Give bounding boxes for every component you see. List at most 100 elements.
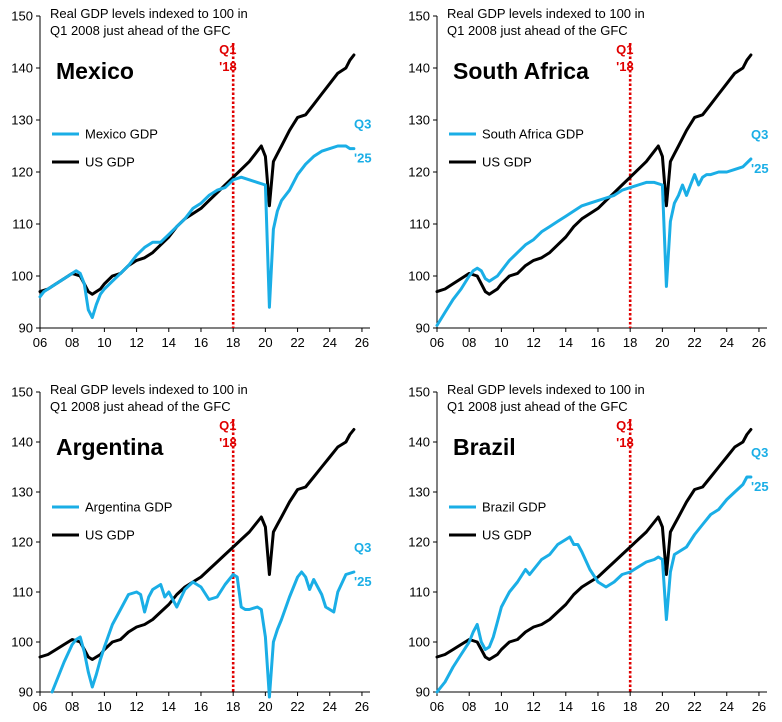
legend-label-brazil-gdp: Brazil GDP <box>482 500 546 515</box>
x-tick-label: 14 <box>559 335 573 350</box>
x-tick-label: 22 <box>290 699 304 714</box>
end-label-year: '25 <box>354 151 372 166</box>
chart-title: Argentina <box>56 434 164 460</box>
marker-label-quarter: Q1 <box>219 42 236 57</box>
chart-subtitle-line-2: Q1 2008 just ahead of the GFC <box>447 399 628 414</box>
x-tick-label: 16 <box>194 699 208 714</box>
y-tick-label: 130 <box>408 113 430 128</box>
y-tick-label: 140 <box>408 435 430 450</box>
y-tick-label: 130 <box>11 113 33 128</box>
x-tick-label: 16 <box>591 335 605 350</box>
legend-label-us-gdp: US GDP <box>482 155 532 170</box>
legend-label-us-gdp: US GDP <box>85 155 135 170</box>
y-tick-label: 120 <box>408 165 430 180</box>
x-tick-label: 20 <box>258 699 272 714</box>
y-tick-label: 120 <box>11 165 33 180</box>
chart-panel-brazil: 90 100 110 120 130 140 150 06 08 10 12 14 16 18 20 22 24… <box>408 382 768 714</box>
end-label-year: '25 <box>751 479 769 494</box>
x-tick-label: 18 <box>226 335 240 350</box>
end-label-quarter: Q3 <box>751 445 768 460</box>
marker-label-quarter: Q1 <box>219 418 236 433</box>
y-tick-label: 100 <box>11 269 33 284</box>
x-tick-label: 06 <box>430 699 444 714</box>
x-tick-label: 20 <box>655 335 669 350</box>
y-tick-label: 150 <box>408 385 430 400</box>
chart-panel-argentina: 90 100 110 120 130 140 150 06 08 10 12 14 16 18 20 22 24… <box>11 382 371 714</box>
y-tick-label: 100 <box>11 635 33 650</box>
x-tick-label: 12 <box>129 699 143 714</box>
chart-panel-mexico: 90 100 110 120 130 140 150 06 08 10 12 14 16 18 20 22 24… <box>11 6 371 350</box>
y-tick-label: 150 <box>408 9 430 24</box>
x-tick-label: 20 <box>655 699 669 714</box>
y-tick-label: 110 <box>409 217 430 232</box>
y-tick-label: 110 <box>12 585 33 600</box>
series-line-us-gdp <box>38 53 356 296</box>
y-tick-label: 100 <box>408 635 430 650</box>
series-line-us-gdp <box>435 428 753 661</box>
x-tick-label: 18 <box>226 699 240 714</box>
x-tick-label: 24 <box>323 335 337 350</box>
y-tick-label: 140 <box>408 61 430 76</box>
y-tick-label: 150 <box>11 9 33 24</box>
x-tick-label: 26 <box>752 699 766 714</box>
x-tick-label: 24 <box>323 699 337 714</box>
legend-label-us-gdp: US GDP <box>482 528 532 543</box>
chart-subtitle-line-1: Real GDP levels indexed to 100 in <box>50 6 248 21</box>
legend-label-mexico-gdp: Mexico GDP <box>85 127 158 142</box>
legend-label-argentina-gdp: Argentina GDP <box>85 500 172 515</box>
chart-subtitle-line-2: Q1 2008 just ahead of the GFC <box>50 23 231 38</box>
series-line-south-africa-gdp <box>435 157 753 327</box>
x-tick-label: 20 <box>258 335 272 350</box>
chart-subtitle-line-1: Real GDP levels indexed to 100 in <box>50 382 248 397</box>
x-tick-label: 14 <box>559 699 573 714</box>
end-label-year: '25 <box>354 574 372 589</box>
x-tick-label: 08 <box>462 335 476 350</box>
marker-label-year: '18 <box>616 59 634 74</box>
x-tick-label: 12 <box>526 699 540 714</box>
x-tick-label: 16 <box>591 699 605 714</box>
x-tick-label: 22 <box>687 699 701 714</box>
marker-label-year: '18 <box>219 435 237 450</box>
chart-subtitle-line-1: Real GDP levels indexed to 100 in <box>447 6 645 21</box>
x-tick-label: 22 <box>290 335 304 350</box>
chart-subtitle-line-2: Q1 2008 just ahead of the GFC <box>50 399 231 414</box>
x-tick-label: 10 <box>494 335 508 350</box>
x-tick-label: 12 <box>526 335 540 350</box>
y-tick-label: 110 <box>12 217 33 232</box>
chart-title: Brazil <box>453 434 516 460</box>
series-line-us-gdp <box>38 428 356 661</box>
end-label-quarter: Q3 <box>354 540 371 555</box>
x-tick-label: 12 <box>129 335 143 350</box>
y-tick-label: 120 <box>408 535 430 550</box>
legend-label-us-gdp: US GDP <box>85 528 135 543</box>
marker-label-year: '18 <box>616 435 634 450</box>
chart-title: Mexico <box>56 58 134 84</box>
x-tick-label: 22 <box>687 335 701 350</box>
x-tick-label: 14 <box>162 699 176 714</box>
chart-title: South Africa <box>453 58 589 84</box>
x-tick-label: 06 <box>33 335 47 350</box>
x-tick-label: 08 <box>65 699 79 714</box>
x-tick-label: 06 <box>33 699 47 714</box>
end-label-quarter: Q3 <box>354 117 371 132</box>
y-tick-label: 90 <box>416 321 430 336</box>
x-tick-label: 24 <box>720 699 734 714</box>
x-tick-label: 08 <box>65 335 79 350</box>
x-tick-label: 24 <box>720 335 734 350</box>
y-tick-label: 100 <box>408 269 430 284</box>
x-tick-label: 06 <box>430 335 444 350</box>
y-tick-label: 130 <box>11 485 33 500</box>
y-tick-label: 120 <box>11 535 33 550</box>
chart-subtitle-line-2: Q1 2008 just ahead of the GFC <box>447 23 628 38</box>
marker-label-quarter: Q1 <box>616 418 633 433</box>
x-tick-label: 26 <box>355 699 369 714</box>
x-tick-label: 18 <box>623 335 637 350</box>
y-tick-label: 140 <box>11 435 33 450</box>
legend-label-south-africa-gdp: South Africa GDP <box>482 127 584 142</box>
x-tick-label: 10 <box>494 699 508 714</box>
marker-label-year: '18 <box>219 59 237 74</box>
y-tick-label: 140 <box>11 61 33 76</box>
series-line-us-gdp <box>435 53 753 296</box>
series-line-mexico-gdp <box>38 144 356 320</box>
